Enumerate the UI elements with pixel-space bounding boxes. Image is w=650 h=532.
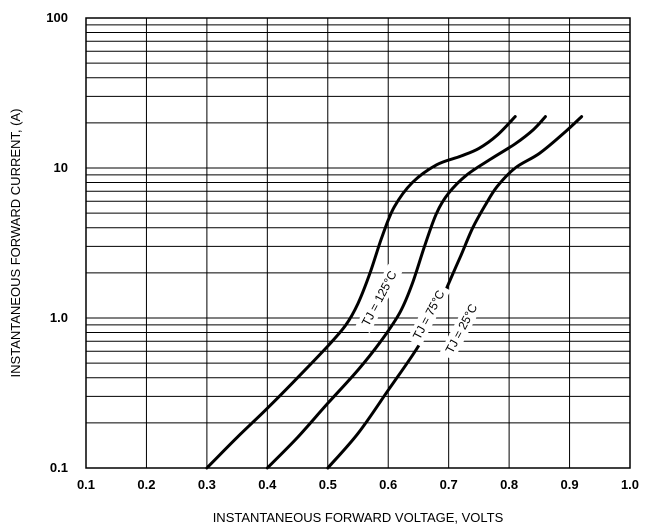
curve-series-3 (326, 115, 584, 470)
curve-label-text: TJ = 75°C (410, 287, 448, 341)
curve-label-bg (355, 263, 403, 334)
y-tick-label: 0.1 (50, 460, 68, 475)
x-tick-label: 0.9 (561, 477, 579, 492)
x-tick-label: 0.7 (440, 477, 458, 492)
plot-frame (85, 17, 631, 469)
curve-label-1: TJ = 125°C (355, 263, 403, 334)
vertical-gridlines (85, 18, 631, 468)
y-tick-label: 10 (54, 160, 68, 175)
curve-label-bg (439, 296, 484, 361)
x-tick-label: 0.3 (198, 477, 216, 492)
x-axis-title: INSTANTANEOUS FORWARD VOLTAGE, VOLTS (213, 510, 504, 525)
x-tick-label: 1.0 (621, 477, 639, 492)
x-tick-labels: 0.1 0.2 0.3 0.4 0.5 0.6 0.7 0.8 0.9 1.0 (77, 477, 639, 492)
y-tick-label: 100 (46, 10, 68, 25)
x-tick-label: 0.1 (77, 477, 95, 492)
curve-label-bg (406, 283, 451, 347)
y-axis-title: INSTANTANEOUS FORWARD CURRENT, (A) (8, 109, 23, 378)
curve-series-1 (205, 115, 517, 470)
x-tick-label: 0.4 (258, 477, 277, 492)
horizontal-gridlines (86, 24, 630, 469)
x-tick-label: 0.6 (379, 477, 397, 492)
x-tick-label: 0.8 (500, 477, 518, 492)
curve-series-2 (265, 115, 547, 470)
curve-label-text: TJ = 125°C (359, 268, 400, 328)
curves (205, 115, 584, 470)
y-tick-label: 1.0 (50, 310, 68, 325)
x-tick-label: 0.5 (319, 477, 337, 492)
y-tick-labels: 0.1 1.0 10 100 (46, 10, 68, 475)
x-tick-label: 0.2 (137, 477, 155, 492)
curve-label-2: TJ = 75°C (406, 283, 451, 347)
